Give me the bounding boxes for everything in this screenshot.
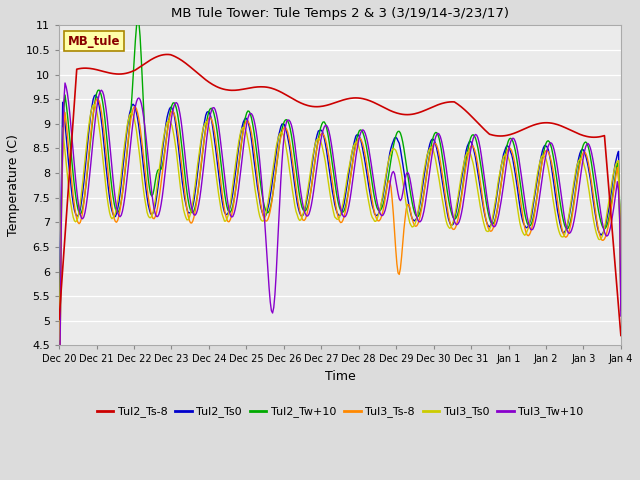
X-axis label: Time: Time — [324, 370, 355, 383]
Title: MB Tule Tower: Tule Temps 2 & 3 (3/19/14-3/23/17): MB Tule Tower: Tule Temps 2 & 3 (3/19/14… — [171, 7, 509, 20]
Legend: Tul2_Ts-8, Tul2_Ts0, Tul2_Tw+10, Tul3_Ts-8, Tul3_Ts0, Tul3_Tw+10: Tul2_Ts-8, Tul2_Ts0, Tul2_Tw+10, Tul3_Ts… — [92, 402, 588, 422]
Text: MB_tule: MB_tule — [68, 35, 120, 48]
Y-axis label: Temperature (C): Temperature (C) — [7, 134, 20, 236]
